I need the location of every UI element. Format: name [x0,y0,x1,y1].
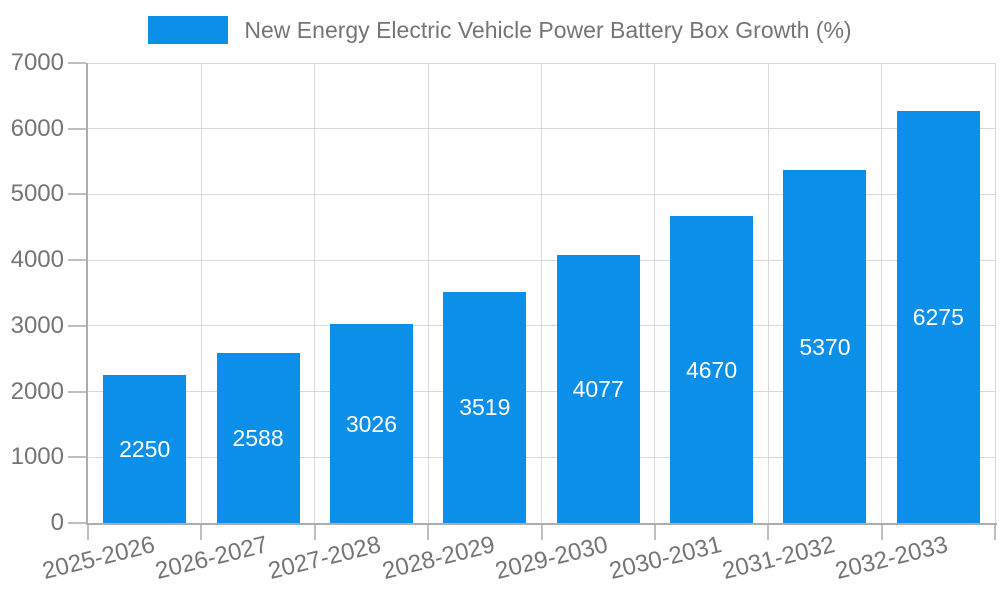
x-tick-label: 2025-2026 [39,531,158,585]
y-tick-label: 2000 [10,377,64,405]
gridline-vertical [541,63,542,523]
bar[interactable]: 6275 [896,110,980,523]
bar-value-label: 4077 [572,376,624,403]
bar-value-label: 2588 [232,424,284,451]
legend-label: New Energy Electric Vehicle Power Batter… [244,16,852,43]
y-tick-label: 1000 [10,443,64,471]
bar-value-label: 4670 [685,356,738,383]
bar[interactable]: 4670 [670,216,754,523]
x-tick-label: 2030-2031 [606,531,725,585]
y-axis-tick [68,259,86,262]
y-axis-tick [68,127,86,130]
y-axis-tick [68,193,86,196]
y-axis-tick [68,456,86,459]
gridline-vertical [994,63,996,523]
legend-swatch-icon [148,16,229,44]
x-axis-tick [653,525,656,540]
bar-value-label: 3026 [345,410,398,437]
y-axis-tick [68,522,86,524]
x-tick-label: 2031-2032 [719,531,838,585]
y-tick-label: 3000 [10,311,64,339]
x-axis-tick [880,525,883,540]
gridline-vertical [314,63,316,523]
x-axis-line [86,523,997,525]
x-tick-label: 2028-2029 [379,531,498,585]
bar-value-label: 2250 [119,436,171,463]
x-tick-label: 2032-2033 [832,531,951,585]
bar-value-label: 3519 [459,394,511,421]
y-axis-line [86,63,88,525]
gridline-vertical [200,63,202,523]
gridline-vertical [881,63,883,523]
bar[interactable]: 2588 [216,352,300,523]
bar-value-label: 6275 [912,303,964,330]
gridline-vertical [767,63,769,523]
bar[interactable]: 2250 [103,375,187,523]
x-axis-tick [994,525,996,540]
y-tick-label: 4000 [10,246,64,274]
chart-legend[interactable]: New Energy Electric Vehicle Power Batter… [0,16,1000,44]
y-axis-tick [68,324,86,327]
gridline-vertical [654,63,656,523]
y-axis-tick [68,390,86,393]
y-axis-tick [68,62,86,64]
y-tick-label: 5000 [10,180,64,208]
y-tick-label: 7000 [10,49,64,76]
x-axis-tick [427,525,430,540]
bar-value-label: 5370 [799,333,851,360]
x-tick-label: 2027-2028 [266,531,384,585]
bar[interactable]: 4077 [556,255,640,523]
x-axis-tick [200,525,203,540]
x-axis-tick [540,525,543,540]
y-tick-label: 6000 [10,114,64,142]
bar[interactable]: 3519 [443,291,527,523]
x-tick-label: 2029-2030 [492,531,611,585]
gridline-vertical [427,63,429,523]
x-axis-tick [87,525,89,540]
bar[interactable]: 5370 [783,170,867,523]
y-tick-label: 0 [50,509,64,536]
x-tick-label: 2026-2027 [152,531,271,585]
x-axis-tick [313,525,316,540]
x-axis-tick [767,525,770,540]
bar[interactable]: 3026 [329,324,413,523]
